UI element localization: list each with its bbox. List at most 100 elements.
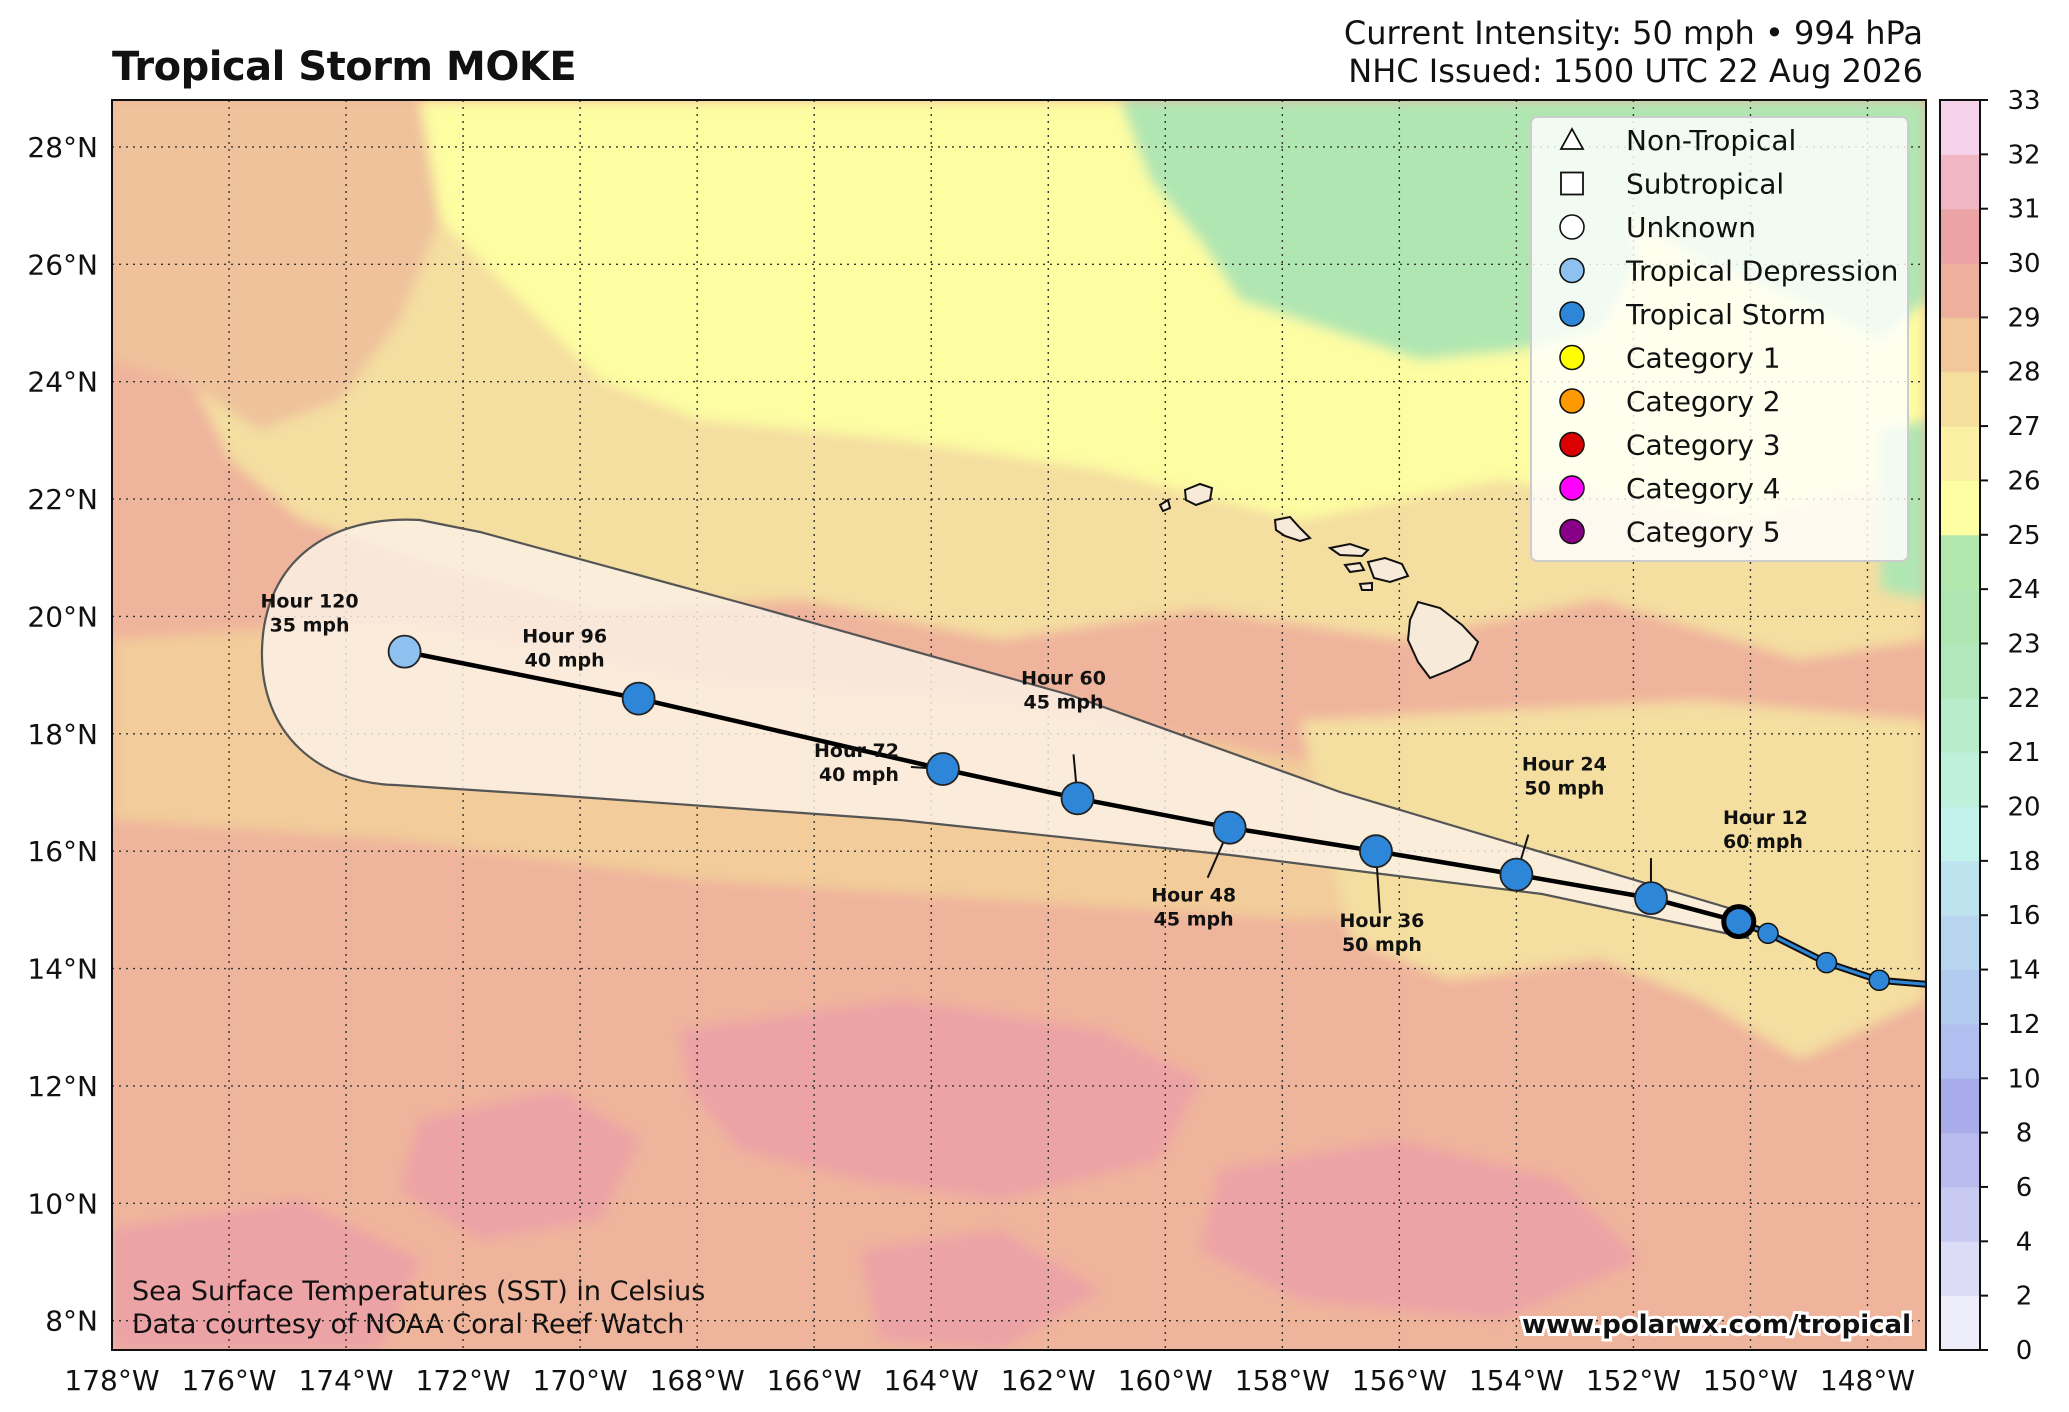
- colorbar-segment: [1940, 480, 1980, 536]
- square-icon: [1560, 171, 1584, 196]
- colorbar-tick-label: 24: [2007, 575, 2040, 605]
- current-position-marker: [1721, 904, 1757, 940]
- lat-tick-label: 28°N: [27, 131, 98, 164]
- lon-tick-label: 168°W: [650, 1364, 745, 1397]
- colorbar-segment: [1940, 1186, 1980, 1242]
- colorbar-frame: [1939, 99, 1981, 1351]
- forecast-position-marker: [926, 752, 960, 786]
- lat-tick-label: 16°N: [27, 835, 98, 868]
- circle-icon: [1559, 344, 1585, 371]
- lon-tick-label: 158°W: [1235, 1364, 1330, 1397]
- colorbar-segment: [1940, 589, 1980, 644]
- colorbar-tick-label: 16: [2007, 901, 2040, 931]
- legend-label-non-tropical: Non-Tropical: [1626, 124, 1796, 157]
- colorbar-segment: [1940, 752, 1980, 808]
- colorbar-tick-label: 12: [2007, 1010, 2040, 1040]
- legend-label-tropical-depression: Tropical Depression: [1625, 255, 1898, 288]
- hawaiian-islands: [1158, 482, 1480, 680]
- lat-tick-label: 12°N: [27, 1070, 98, 1103]
- colorbar-tick-label: 8: [2016, 1119, 2033, 1149]
- lat-tick-label: 24°N: [27, 366, 98, 399]
- lat-tick-label: 14°N: [27, 953, 98, 986]
- colorbar-tick-label: 2: [2016, 1282, 2033, 1312]
- forecast-position-marker: [1634, 881, 1668, 916]
- lon-tick-label: 164°W: [884, 1364, 979, 1397]
- lon-tick-label: 178°W: [64, 1364, 159, 1397]
- lon-tick-label: 170°W: [533, 1364, 628, 1397]
- colorbar-tick-label: 6: [2016, 1173, 2033, 1203]
- circle-icon: [1559, 518, 1585, 545]
- colorbar-tick-label: 28: [2007, 358, 2040, 388]
- colorbar-tick-label: 31: [2007, 195, 2040, 225]
- lat-tick-label: 20°N: [27, 600, 98, 633]
- colorbar-segment: [1940, 371, 1980, 427]
- legend-label-category-2: Category 2: [1626, 385, 1781, 418]
- colorbar-tick-label: 27: [2007, 412, 2040, 442]
- colorbar-tick-label: 29: [2007, 303, 2040, 333]
- longitude-tick-labels: 178°W 176°W 174°W 172°W 170°W 168°W 166°W 164°W…: [64, 1364, 1915, 1397]
- colorbar-tick-label: 18: [2007, 847, 2040, 877]
- circle-icon: [1559, 301, 1585, 327]
- forecast-hour-label: Hour 48: [1151, 885, 1236, 907]
- legend-label-tropical-storm: Tropical Storm: [1625, 298, 1826, 331]
- sst-colorbar: 0246810121416182021222324252627282930313…: [1939, 86, 2041, 1366]
- colorbar-segment: [1940, 426, 1980, 481]
- colorbar-tick-label: 14: [2007, 956, 2040, 986]
- legend-label-category-4: Category 4: [1626, 472, 1781, 505]
- forecast-position-marker: [1060, 781, 1095, 816]
- legend-label-category-1: Category 1: [1626, 342, 1781, 375]
- lat-tick-label: 22°N: [27, 483, 98, 516]
- lon-tick-label: 152°W: [1586, 1364, 1681, 1397]
- legend-label-unknown: Unknown: [1626, 211, 1756, 244]
- forecast-track-points: [387, 634, 1757, 940]
- lon-tick-label: 174°W: [298, 1364, 393, 1397]
- colorbar-segment: [1940, 915, 1980, 971]
- forecast-hour-label: Hour 72: [814, 740, 899, 762]
- website-url: www.polarwx.com/tropical: [1522, 1310, 1911, 1340]
- colorbar-segment: [1940, 643, 1980, 699]
- lat-tick-label: 26°N: [27, 248, 98, 281]
- colorbar-tick-label: 4: [2016, 1227, 2033, 1257]
- lon-tick-label: 154°W: [1469, 1364, 1564, 1397]
- circle-icon: [1559, 388, 1585, 414]
- colorbar-tick-label: 30: [2007, 249, 2040, 279]
- forecast-position-marker: [1212, 810, 1247, 845]
- circle-icon: [1559, 257, 1585, 284]
- current-intensity: Current Intensity: 50 mph • 994 hPa: [1343, 14, 1923, 52]
- forecast-position-marker: [1499, 857, 1534, 892]
- legend-label-category-5: Category 5: [1626, 516, 1781, 549]
- colorbar-segment: [1940, 1241, 1980, 1297]
- circle-icon: [1559, 431, 1585, 458]
- lon-tick-label: 166°W: [767, 1364, 862, 1397]
- legend: Non-Tropical Subtropical Unknown Tropical D…: [1530, 116, 1909, 562]
- colorbar-segment: [1940, 154, 1980, 210]
- forecast-wind-label: 45 mph: [1154, 909, 1234, 931]
- colorbar-tick-label: 32: [2007, 140, 2040, 170]
- colorbar-segment: [1940, 534, 1980, 590]
- forecast-hour-label: Hour 60: [1021, 667, 1106, 689]
- advisory-issued-time: NHC Issued: 1500 UTC 22 Aug 2026: [1348, 52, 1923, 90]
- forecast-wind-label: 50 mph: [1524, 778, 1604, 800]
- lon-tick-label: 148°W: [1820, 1364, 1915, 1397]
- forecast-hour-label: Hour 96: [522, 626, 607, 648]
- circle-icon: [1559, 214, 1585, 240]
- triangle-icon: [1559, 127, 1585, 150]
- forecast-hour-label: Hour 24: [1522, 754, 1607, 776]
- colorbar-segment: [1940, 100, 1980, 155]
- map-title: Tropical Storm MOKE: [112, 44, 577, 90]
- lon-tick-label: 150°W: [1703, 1364, 1798, 1397]
- legend-label-category-3: Category 3: [1626, 429, 1781, 462]
- colorbar-segment: [1940, 969, 1980, 1025]
- colorbar-segment: [1940, 263, 1980, 318]
- legend-label-subtropical: Subtropical: [1626, 168, 1784, 201]
- forecast-wind-label: 50 mph: [1342, 934, 1422, 956]
- past-position-marker: [1868, 969, 1890, 992]
- colorbar-tick-label: 0: [2016, 1336, 2033, 1366]
- lon-tick-label: 172°W: [416, 1364, 511, 1397]
- forecast-wind-label: 60 mph: [1723, 831, 1803, 853]
- lon-tick-label: 156°W: [1352, 1364, 1447, 1397]
- forecast-hour-label: Hour 12: [1723, 807, 1808, 829]
- colorbar-segment: [1940, 208, 1980, 264]
- lon-tick-label: 162°W: [1001, 1364, 1096, 1397]
